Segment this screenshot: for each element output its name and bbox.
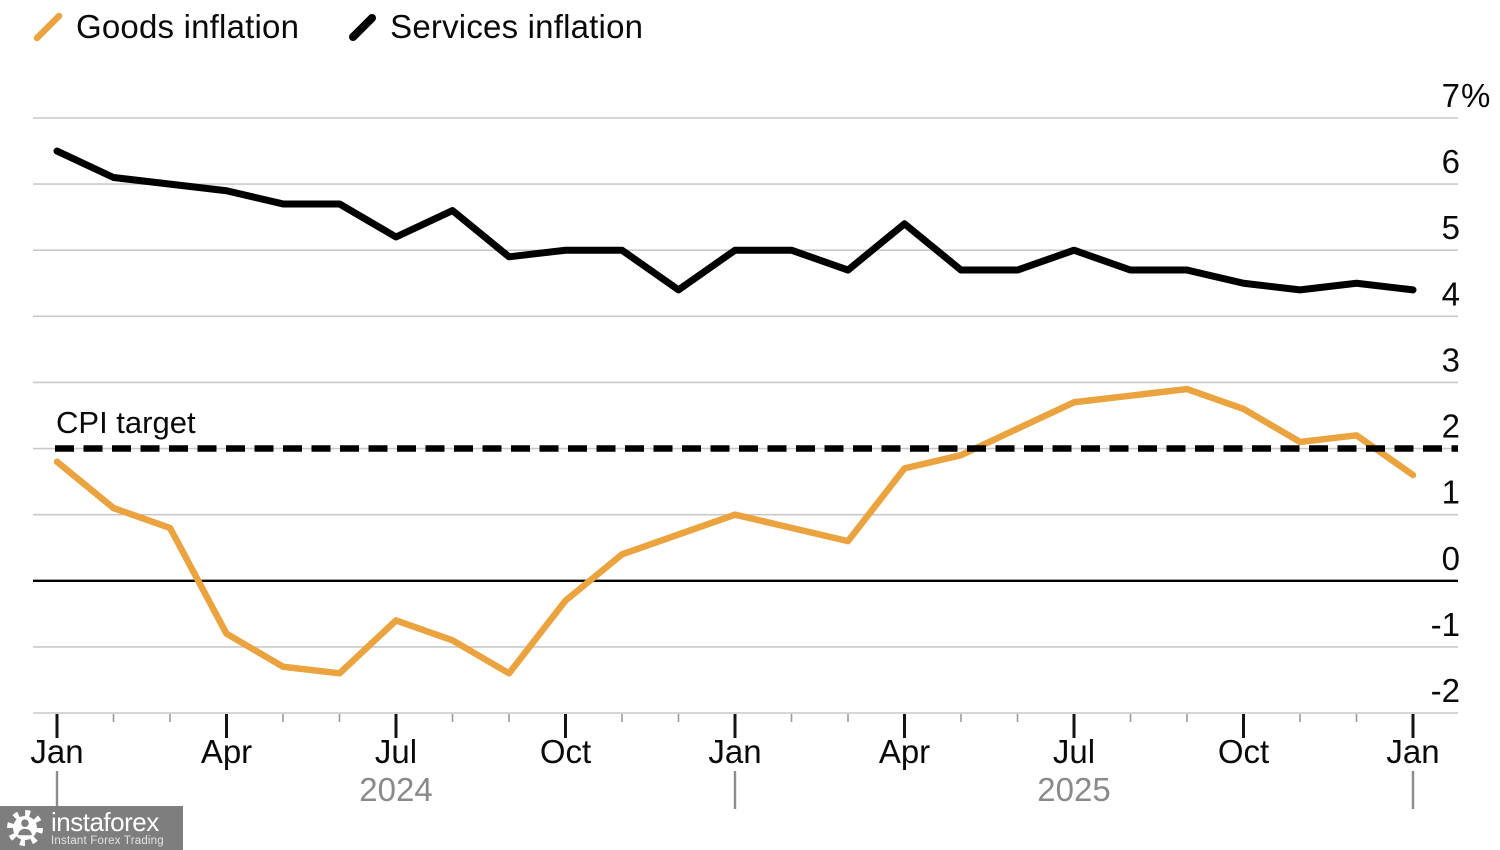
svg-text:Oct: Oct: [1218, 733, 1269, 770]
svg-text:3: 3: [1442, 341, 1460, 378]
legend-label-services: Services inflation: [390, 8, 644, 45]
svg-text:4: 4: [1442, 275, 1460, 312]
watermark-instaforex: instaforex Instant Forex Trading: [0, 806, 183, 850]
svg-text:-1: -1: [1431, 606, 1460, 643]
svg-text:6: 6: [1442, 143, 1460, 180]
svg-text:-2: -2: [1431, 672, 1460, 709]
x-axis-ticks: [55, 714, 1415, 738]
watermark-brand: instaforex: [51, 806, 159, 837]
svg-text:Oct: Oct: [540, 733, 591, 770]
svg-text:5: 5: [1442, 209, 1460, 246]
year-labels: 2024 2025: [359, 771, 1110, 808]
services-line-swatch-icon: [349, 14, 377, 41]
x-axis-labels: Jan Apr Jul Oct Jan Apr Jul Oct Jan: [30, 733, 1439, 770]
watermark-text: instaforex Instant Forex Trading: [51, 809, 164, 848]
watermark-tagline: Instant Forex Trading: [51, 834, 164, 847]
svg-text:%: %: [1461, 77, 1490, 114]
svg-text:Jan: Jan: [708, 733, 761, 770]
legend-item-goods: Goods inflation: [33, 8, 299, 46]
cpi-target-label: CPI target: [56, 405, 196, 440]
svg-text:2025: 2025: [1037, 771, 1110, 808]
svg-text:2: 2: [1442, 408, 1460, 445]
svg-text:1: 1: [1442, 474, 1460, 511]
services-inflation-line: [53, 147, 1417, 294]
svg-text:Jul: Jul: [1053, 733, 1095, 770]
svg-text:Jul: Jul: [375, 733, 417, 770]
year-separators: [55, 771, 1415, 809]
legend-label-goods: Goods inflation: [76, 8, 300, 45]
svg-text:Jan: Jan: [1386, 733, 1439, 770]
instaforex-logo-gear-icon: [7, 810, 43, 846]
svg-text:Jan: Jan: [30, 733, 83, 770]
svg-text:7: 7: [1442, 77, 1460, 114]
svg-text:Apr: Apr: [201, 733, 252, 770]
svg-text:2024: 2024: [359, 771, 432, 808]
gridlines: [33, 117, 1458, 714]
legend: Goods inflation Services inflation: [33, 8, 643, 46]
goods-inflation-line: [53, 385, 1417, 677]
svg-text:Apr: Apr: [879, 733, 930, 770]
svg-text:0: 0: [1442, 540, 1460, 577]
y-axis-labels: 7 %6 5 4 3 2 1 0 -1 -2: [1431, 77, 1491, 709]
legend-item-services: Services inflation: [347, 8, 643, 46]
goods-line-swatch-icon: [33, 12, 63, 42]
